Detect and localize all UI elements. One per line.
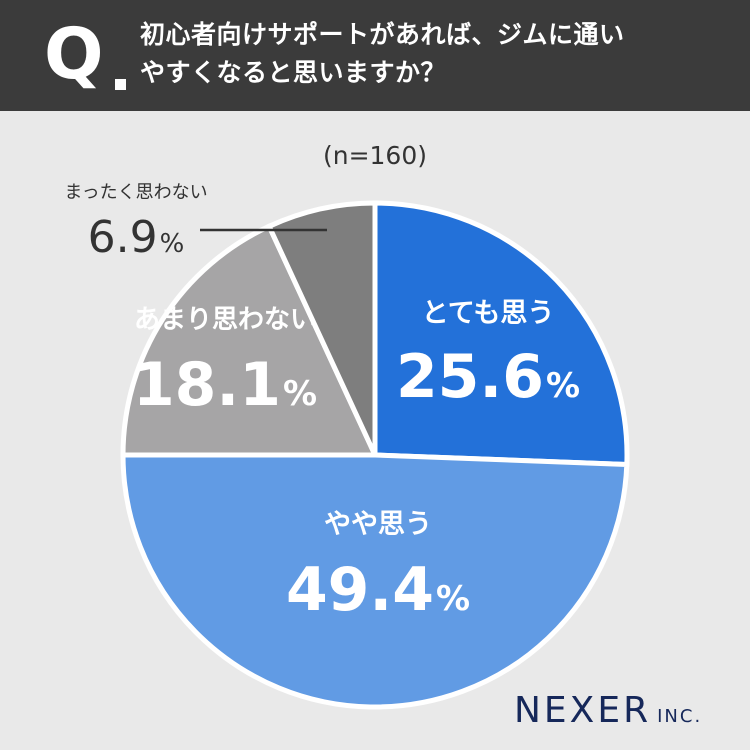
question-line-1: 初心者向けサポートがあれば、ジムに通い (140, 20, 625, 49)
slice-yaya-omou (120, 452, 630, 710)
nexer-logo: NEXER INC. (514, 690, 702, 731)
question-text: 初心者向けサポートがあれば、ジムに通い やすくなると思いますか？ (140, 16, 740, 92)
slice-category-label: あまり思わない (134, 305, 316, 335)
logo-suffix: INC. (657, 706, 703, 727)
question-line-2: やすくなると思いますか？ (140, 58, 447, 87)
slice-value-label: 18.1% (133, 350, 317, 420)
logo-name: NEXER (514, 690, 652, 731)
question-header: Q 初心者向けサポートがあれば、ジムに通い やすくなると思いますか？ (0, 0, 750, 111)
q-dot (115, 79, 126, 90)
slice-amari-omowanai (120, 222, 379, 458)
sample-size: (n=160) (322, 141, 428, 170)
slice-value-label: 49.4% (286, 555, 470, 625)
slice-category-label: とても思う (422, 298, 555, 329)
q-letter: Q (44, 13, 104, 95)
slice-value-label: 6.9% (88, 212, 185, 263)
slice-mattaku-omowanai (265, 200, 378, 457)
slice-value-label: 25.6% (396, 342, 580, 412)
slice-category-label: やや思う (324, 509, 432, 540)
slice-category-label: まったく思わない (64, 182, 207, 203)
slice-totemo-omou (372, 200, 630, 468)
